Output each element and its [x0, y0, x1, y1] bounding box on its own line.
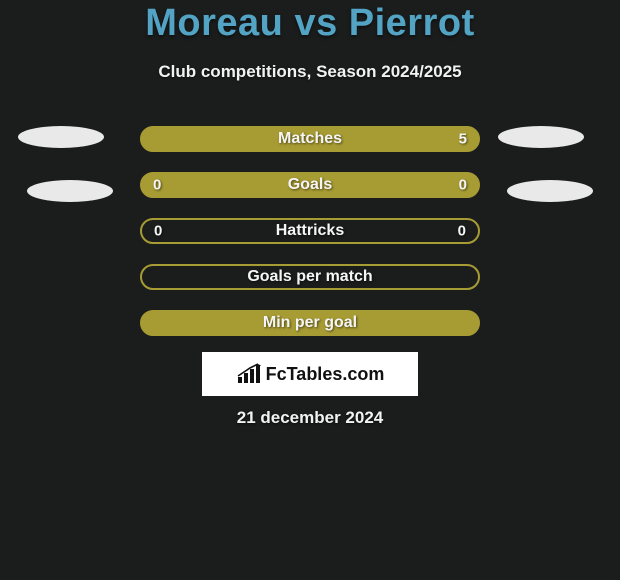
stat-row: Hattricks0 0 — [140, 218, 480, 244]
stat-label: Min per goal — [141, 314, 479, 332]
stat-row: Min per goal — [140, 310, 480, 336]
page-title: Moreau vs Pierrot — [0, 2, 620, 45]
stat-row: Goals0 0 — [140, 172, 480, 198]
stat-row: Goals per match — [140, 264, 480, 290]
stat-label: Goals — [141, 176, 479, 194]
attribution-badge: FcTables.com — [202, 352, 418, 396]
stat-rows: Matches5Goals00Hattricks00Goals per matc… — [140, 126, 480, 356]
subtitle: Club competitions, Season 2024/2025 — [0, 62, 620, 82]
stat-value-right: 5 — [459, 131, 467, 148]
stat-label: Goals per match — [142, 268, 478, 286]
attribution-text: FcTables.com — [266, 364, 385, 385]
stat-label: Matches — [141, 130, 479, 148]
player-left-photo-placeholder-2 — [27, 180, 113, 202]
snapshot-date: 21 december 2024 — [0, 408, 620, 428]
player-right-photo-placeholder-1 — [498, 126, 584, 148]
stat-label: Hattricks — [142, 222, 478, 240]
stat-value-left: 0 — [154, 223, 162, 240]
fctables-logo-icon — [236, 363, 262, 385]
stat-value-left: 0 — [153, 177, 161, 194]
stat-value-right: 0 — [458, 223, 466, 240]
player-left-photo-placeholder-1 — [18, 126, 104, 148]
comparison-infographic: Moreau vs Pierrot Club competitions, Sea… — [0, 0, 620, 580]
stat-row: Matches5 — [140, 126, 480, 152]
player-right-photo-placeholder-2 — [507, 180, 593, 202]
stat-value-right: 0 — [459, 177, 467, 194]
